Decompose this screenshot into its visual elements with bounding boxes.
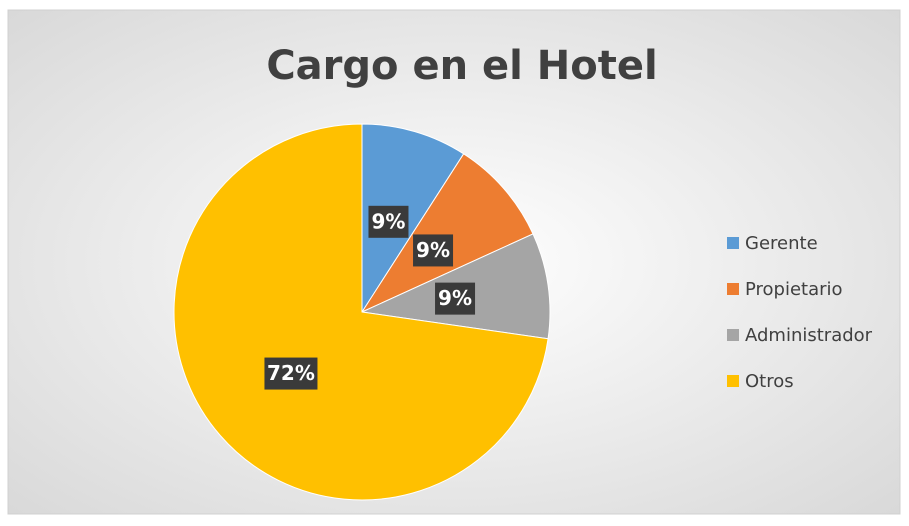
legend-swatch [727,329,739,341]
data-label-box [435,282,476,315]
legend-label: Gerente [745,233,818,254]
legend-label: Administrador [745,325,873,346]
data-label: 9% [371,209,405,233]
legend-swatch [727,283,739,295]
pie-slice [173,123,549,501]
legend-swatch [727,375,739,387]
data-label-box [413,234,454,267]
chart-title: Cargo en el Hotel [266,43,657,89]
legend-swatch [727,237,739,249]
data-label: 9% [438,286,472,310]
data-label-box [264,357,318,390]
pie-slice [361,123,465,314]
legend-label: Otros [745,371,794,392]
legend-label: Propietario [745,279,843,300]
data-label: 72% [267,361,315,385]
pie-slice [360,153,534,314]
data-label-box [368,205,409,238]
data-label: 9% [416,238,450,262]
